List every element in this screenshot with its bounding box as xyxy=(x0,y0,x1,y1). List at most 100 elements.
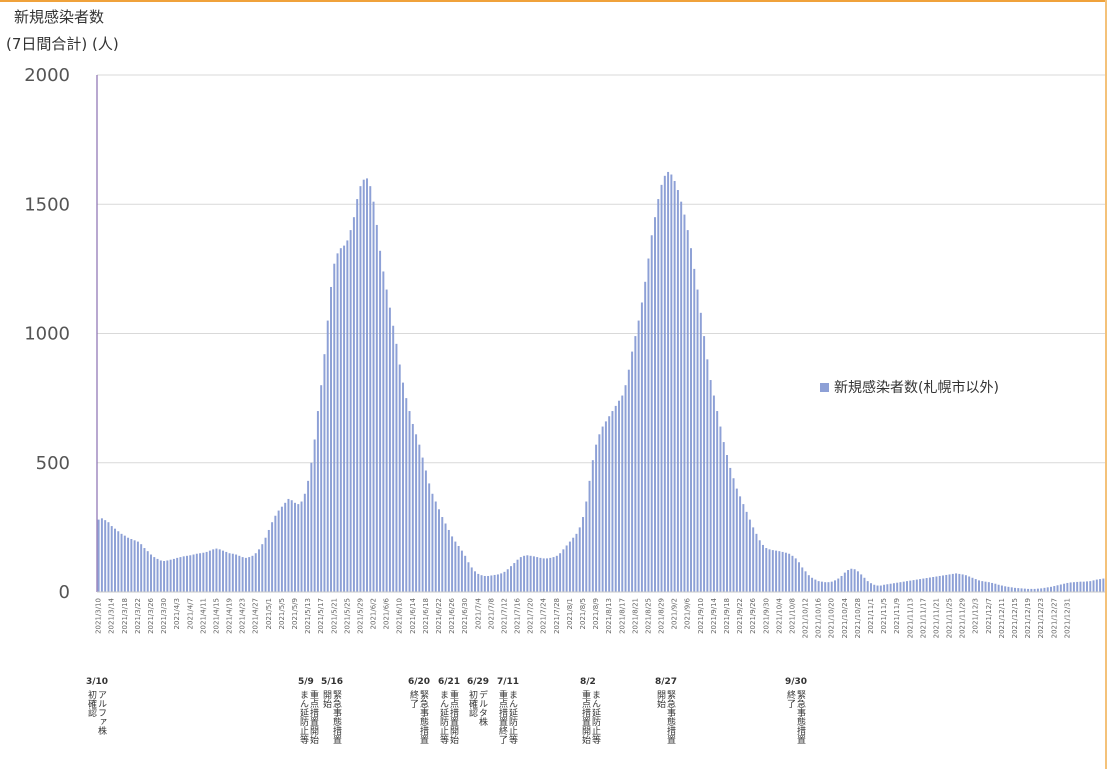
bar xyxy=(480,575,483,592)
bar xyxy=(1063,583,1066,592)
x-tick-label: 2021/9/18 xyxy=(723,598,731,634)
bar xyxy=(392,325,395,592)
annotation-date: 6/29 xyxy=(467,677,490,687)
bar xyxy=(614,405,617,592)
bar xyxy=(703,336,706,592)
y-tick-label: 500 xyxy=(36,453,70,474)
bar xyxy=(199,553,202,592)
bar xyxy=(375,224,378,592)
bar xyxy=(585,501,588,592)
bar xyxy=(768,549,771,592)
bar xyxy=(820,581,823,592)
bar xyxy=(411,423,414,592)
bar xyxy=(382,271,385,592)
bar xyxy=(372,201,375,593)
bar xyxy=(886,584,889,592)
bar xyxy=(261,544,264,592)
bar xyxy=(493,574,496,592)
bar xyxy=(464,555,467,592)
bar xyxy=(902,581,905,592)
top-border xyxy=(0,0,1107,2)
bar xyxy=(899,582,902,592)
bar xyxy=(1053,586,1056,592)
bar xyxy=(784,552,787,592)
x-tick-label: 2021/8/25 xyxy=(645,598,653,634)
bar xyxy=(971,577,974,592)
bar xyxy=(130,539,133,592)
bar xyxy=(526,555,529,592)
bar xyxy=(1027,588,1030,592)
bar xyxy=(644,281,647,592)
bar xyxy=(1030,588,1033,592)
bar xyxy=(712,395,715,592)
bar xyxy=(379,250,382,592)
x-tick-label: 2021/6/14 xyxy=(409,597,417,633)
bar xyxy=(912,580,915,592)
bar xyxy=(271,522,274,592)
bar xyxy=(490,575,493,592)
bar xyxy=(320,385,323,592)
bar xyxy=(942,575,944,592)
bar xyxy=(827,582,830,592)
annotation-date: 5/16 xyxy=(321,677,344,687)
bar xyxy=(385,289,388,592)
bar xyxy=(811,577,814,592)
bar xyxy=(107,522,110,592)
x-tick-label: 2021/9/10 xyxy=(697,598,705,634)
bar xyxy=(726,455,728,592)
bar xyxy=(251,555,254,592)
bar xyxy=(487,575,490,592)
annotation-text: 重点措置開始 まん延防止等 xyxy=(438,690,458,744)
bar xyxy=(788,553,791,592)
annotation-date: 6/21 xyxy=(438,677,461,687)
gridlines xyxy=(97,74,1105,464)
x-tick-label: 2021/4/7 xyxy=(186,598,194,629)
bar xyxy=(258,549,260,592)
bar xyxy=(405,398,408,593)
right-border xyxy=(1105,0,1107,769)
bar xyxy=(500,573,503,592)
bar xyxy=(984,581,987,592)
bar xyxy=(225,551,228,592)
bar xyxy=(915,579,918,592)
x-tick-label: 2021/11/17 xyxy=(919,598,927,638)
bar xyxy=(366,178,368,592)
bar xyxy=(964,575,967,592)
bar xyxy=(264,537,267,592)
x-tick-label: 2021/11/29 xyxy=(959,598,967,638)
x-tick-label: 2021/3/18 xyxy=(121,598,129,634)
x-tick-label: 2021/7/20 xyxy=(527,598,535,634)
bar xyxy=(565,545,568,592)
x-tick-label: 2021/8/29 xyxy=(658,598,666,634)
bar xyxy=(807,575,810,592)
x-tick-label: 2021/8/17 xyxy=(618,598,626,634)
bar xyxy=(951,573,954,592)
bar xyxy=(120,533,123,592)
x-tick-label: 2021/10/8 xyxy=(789,598,797,634)
bar xyxy=(925,578,928,592)
bar xyxy=(539,557,542,592)
bar xyxy=(909,580,912,592)
x-tick-label: 2021/4/3 xyxy=(173,598,181,629)
bar xyxy=(640,302,643,592)
bar xyxy=(837,578,840,592)
bar xyxy=(323,354,326,592)
x-tick-label: 2021/12/31 xyxy=(1063,598,1071,638)
x-tick-label: 2021/5/29 xyxy=(357,598,365,634)
bar xyxy=(863,577,866,592)
bar xyxy=(248,557,251,592)
x-tick-label: 2021/5/9 xyxy=(291,598,299,629)
bar xyxy=(608,416,611,592)
bar xyxy=(205,551,208,592)
bar xyxy=(601,426,604,592)
y-tick-label: 0 xyxy=(59,582,70,603)
x-tick-label: 2021/12/27 xyxy=(1050,598,1058,638)
bar xyxy=(670,174,673,592)
bar xyxy=(418,444,421,592)
bar xyxy=(294,502,296,592)
x-tick-label: 2021/12/11 xyxy=(998,598,1006,638)
x-tick-label: 2021/7/4 xyxy=(474,597,482,629)
bar xyxy=(676,190,679,592)
bar xyxy=(555,555,558,592)
bar xyxy=(922,578,925,592)
